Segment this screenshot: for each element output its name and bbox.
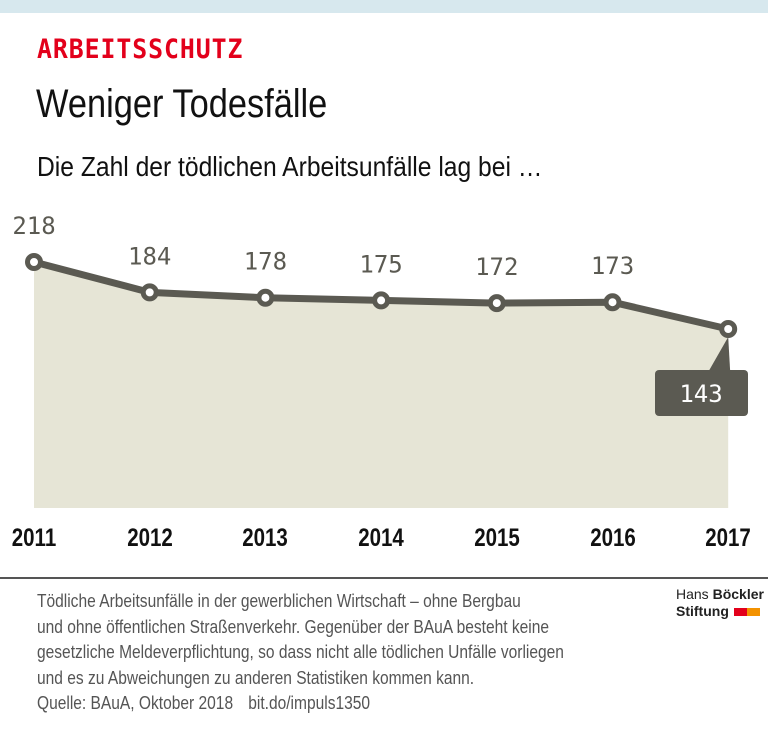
footnote: Tödliche Arbeitsunfälle in der gewerblic… [37,588,564,716]
x-tick-label: 2014 [358,524,404,552]
logo-text-stiftung: Stiftung [676,603,729,619]
chart-subtitle: Die Zahl der tödlichen Arbeitsunfälle la… [37,151,543,182]
data-point-marker [372,291,391,310]
logo-text-boeckler: Böckler [712,586,764,602]
data-point-marker [487,294,506,313]
callout-value: 143 [679,380,722,408]
callout-pointer [708,337,731,372]
x-tick-label: 2011 [11,524,57,552]
data-label: 172 [475,253,518,281]
logo-red-bar-icon [733,608,747,617]
data-label: 173 [591,252,634,280]
data-label: 175 [359,250,402,278]
x-tick-label: 2013 [242,524,289,552]
data-point-marker [140,283,159,302]
x-tick-label: 2015 [473,524,520,552]
logo-text-hans: Hans [676,586,709,602]
divider [0,577,768,579]
logo-orange-bar-icon [746,608,760,617]
line-area-chart: 218 184 178 175 172 173 143 [12,212,748,508]
data-label: 184 [128,242,171,270]
kicker-label: ARBEITSSCHUTZ [37,34,244,65]
x-axis-labels: 2011 2012 2013 2014 2015 2016 2017 [0,524,768,560]
top-color-bar [0,0,768,13]
source-link[interactable]: bit.do/impuls1350 [248,692,371,713]
data-point-marker [25,253,43,271]
x-tick-label: 2012 [126,524,173,552]
data-label: 178 [244,248,287,276]
data-label: 218 [12,212,55,240]
source-line: Quelle: BAuA, Oktober 2018 bit.do/impuls1… [37,690,558,716]
footnote-line: Tödliche Arbeitsunfälle in der gewerblic… [37,590,521,611]
source-text: Quelle: BAuA, Oktober 2018 [37,692,234,713]
callout-box [655,370,748,416]
footnote-line: und ohne öffentlichen Straßenverkehr. Ge… [37,615,550,637]
footnote-line: gesetzliche Meldeverpflichtung, so dass … [37,641,564,662]
hans-boeckler-logo: Hans Böckler Stiftung [676,586,764,620]
data-point-marker [256,288,275,307]
chart-title: Weniger Todesfälle [36,82,328,126]
data-point-marker [603,293,622,312]
footnote-line: und es zu Abweichungen zu anderen Statis… [37,666,475,688]
x-tick-label: 2016 [589,524,636,552]
area-fill [34,262,729,508]
data-point-marker [719,320,738,338]
x-tick-label: 2017 [705,524,751,552]
